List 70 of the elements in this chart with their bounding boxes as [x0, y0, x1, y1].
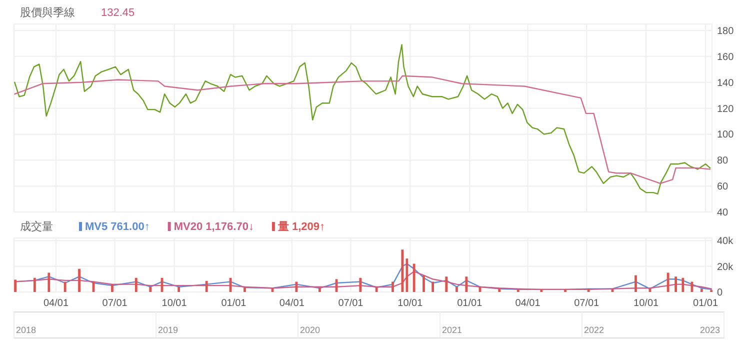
x-tick-label: 04/01 — [279, 298, 305, 309]
bar — [674, 276, 678, 292]
x-tick-label: 07/01 — [338, 298, 364, 309]
legend-label: 量 1,209↑ — [276, 221, 326, 233]
x-tick-label: 10/01 — [162, 298, 188, 309]
bar — [682, 278, 684, 292]
bar — [666, 272, 670, 292]
y-tick-label: 80 — [717, 156, 729, 167]
x-tick-label: 10/01 — [398, 298, 424, 309]
bar — [564, 289, 566, 292]
bar — [33, 278, 36, 292]
line-series — [14, 75, 711, 184]
y-tick-label: 180 — [717, 26, 734, 37]
text: 2021 — [442, 325, 462, 335]
y-tick-label: 120 — [717, 104, 734, 115]
bar — [392, 282, 394, 292]
bar — [78, 268, 80, 292]
bar — [134, 278, 138, 292]
text: 2020 — [300, 325, 320, 335]
line-series — [14, 270, 712, 290]
bar — [244, 287, 246, 292]
y-tick-label: 20k — [717, 262, 734, 273]
chart-title: 成交量 — [20, 220, 53, 233]
bar — [700, 288, 703, 292]
bar — [406, 258, 408, 292]
y-tick-label: 0 — [717, 288, 723, 298]
x-tick-label: 01/01 — [693, 298, 718, 309]
x-tick-label: 07/01 — [102, 298, 128, 309]
bar — [445, 276, 448, 292]
bar — [375, 287, 378, 292]
text: 2023 — [700, 325, 720, 335]
bar — [205, 280, 208, 292]
bar — [178, 286, 180, 292]
y-tick-label: 140 — [717, 78, 734, 89]
text: 2022 — [584, 325, 604, 335]
y-tick-label: 100 — [717, 130, 734, 141]
x-tick-label: 01/01 — [221, 298, 247, 309]
bar — [465, 276, 468, 292]
bar — [48, 272, 50, 292]
bar — [412, 264, 416, 292]
bar — [64, 282, 66, 292]
y-tick-label: 40k — [717, 236, 734, 248]
bar — [318, 288, 321, 292]
x-tick-label: 07/01 — [574, 298, 600, 309]
x-tick-label: 04/01 — [43, 298, 69, 309]
y-tick-label: 160 — [717, 52, 734, 63]
x-tick-label: 01/01 — [457, 298, 483, 309]
bar — [432, 282, 434, 292]
text: 132.45 — [101, 7, 135, 19]
line-series — [14, 44, 711, 194]
bar — [456, 286, 458, 292]
bar — [422, 275, 425, 292]
legend-label: MV20 1,176.70↓ — [174, 221, 254, 233]
bar — [111, 284, 114, 292]
text: 2018 — [16, 325, 36, 335]
y-tick-label: 60 — [717, 182, 729, 193]
text: 2019 — [158, 325, 178, 335]
bar — [359, 278, 362, 292]
bar — [401, 250, 404, 292]
chart-title: 股價與季線 — [20, 6, 75, 19]
bar — [149, 286, 152, 292]
bar — [587, 288, 590, 292]
legend-label: MV5 761.00↑ — [85, 221, 150, 233]
x-tick-label: 10/01 — [634, 298, 660, 309]
x-tick-label: 04/01 — [515, 298, 541, 309]
bar — [14, 280, 16, 292]
bar — [634, 275, 637, 292]
bar — [295, 282, 298, 292]
bar — [498, 288, 501, 292]
y-tick-label: 40 — [717, 208, 729, 218]
